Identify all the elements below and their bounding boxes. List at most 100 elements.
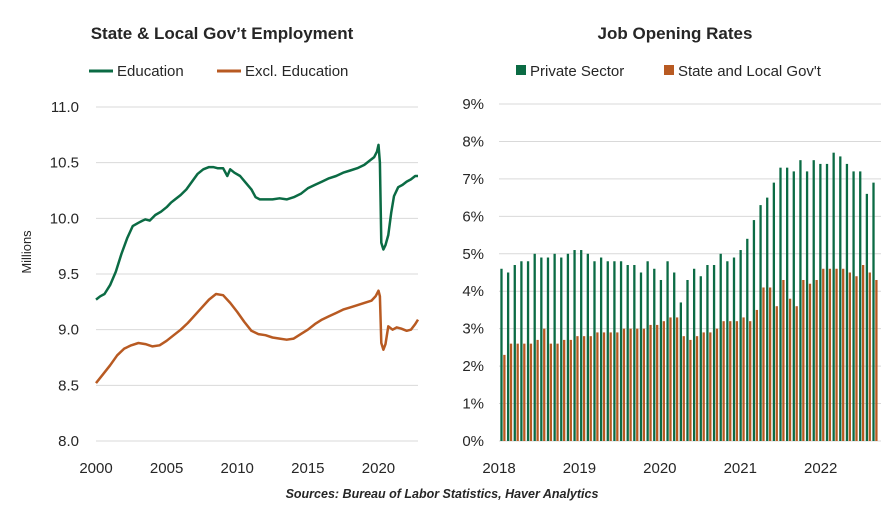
y-tick-label: 10.0 [50, 210, 79, 227]
bar-state-local-gov-dec-2020 [735, 321, 739, 441]
bar-private-sector-jul-2022 [859, 171, 862, 441]
bar-private-sector-jan-2018 [500, 268, 503, 441]
y-tick-label: 8.5 [58, 377, 79, 394]
bar-private-sector-jun-2018 [533, 253, 536, 441]
bar-private-sector-mar-2018 [513, 265, 516, 441]
bar-state-local-gov-sep-2021 [795, 306, 798, 441]
employment-chart: State & Local Gov’t Employment Education… [19, 24, 420, 477]
y-tick-label: 9.5 [58, 266, 79, 283]
job-openings-x-ticks: 2018 2019 2020 2021 2022 [482, 460, 837, 477]
bar-state-local-gov-jun-2021 [775, 306, 778, 441]
bar-private-sector-apr-2019 [599, 257, 603, 441]
employment-legend: Education Excl. Education [89, 63, 348, 80]
bar-state-local-gov-aug-2020 [709, 332, 712, 441]
bar-state-local-gov-jul-2018 [543, 328, 546, 441]
bar-state-local-gov-apr-2019 [602, 332, 606, 441]
bar-private-sector-nov-2020 [726, 261, 729, 441]
bar-private-sector-nov-2018 [566, 253, 570, 441]
y-tick-label: 1% [462, 396, 484, 413]
bar-private-sector-jul-2021 [779, 167, 782, 441]
bar-private-sector-jun-2022 [852, 171, 855, 441]
bar-private-sector-mar-2020 [673, 272, 676, 441]
bar-private-sector-sep-2018 [553, 253, 556, 441]
bar-private-sector-may-2019 [606, 261, 609, 441]
job-openings-chart-title: Job Opening Rates [598, 24, 753, 43]
series-line-excl-education [95, 289, 420, 384]
bar-state-local-gov-jul-2020 [702, 332, 705, 441]
bar-state-local-gov-jan-2022 [822, 268, 825, 441]
bar-state-local-gov-apr-2018 [523, 343, 526, 441]
bar-private-sector-apr-2021 [759, 205, 762, 441]
bar-state-local-gov-oct-2018 [563, 339, 566, 441]
bar-state-local-gov-aug-2022 [868, 272, 871, 441]
bar-private-sector-aug-2021 [786, 167, 789, 441]
y-tick-label: 9.0 [58, 322, 79, 339]
bar-private-sector-apr-2022 [839, 156, 842, 442]
bar-private-sector-aug-2020 [706, 265, 709, 441]
legend-swatch-state-local [664, 65, 674, 75]
employment-y-axis-label: Millions [19, 230, 34, 274]
bar-state-local-gov-apr-2022 [842, 268, 845, 441]
bar-state-local-gov-apr-2020 [682, 336, 685, 441]
series-line-education [95, 143, 418, 301]
y-tick-label: 8.0 [58, 433, 79, 450]
bar-state-local-gov-jul-2021 [782, 279, 785, 441]
bar-state-local-gov-oct-2021 [802, 279, 805, 441]
bar-private-sector-oct-2019 [639, 272, 643, 441]
bar-state-local-gov-dec-2021 [815, 279, 818, 441]
y-tick-label: 3% [462, 321, 484, 338]
bar-state-local-gov-nov-2020 [729, 321, 732, 441]
x-tick-label: 2015 [291, 460, 324, 477]
bar-private-sector-jun-2020 [692, 268, 696, 441]
employment-x-ticks: 2000 2005 2010 2015 2020 [79, 460, 395, 477]
y-tick-label: 4% [462, 283, 484, 300]
job-openings-y-ticks: 0% 1% 2% 3% 4% 5% 6% 7% 8% 9% [462, 96, 484, 450]
bar-state-local-gov-may-2018 [529, 343, 533, 441]
y-tick-label: 5% [462, 246, 484, 263]
bar-state-local-gov-jun-2022 [855, 276, 858, 441]
bar-private-sector-feb-2018 [506, 272, 510, 441]
x-tick-label: 2019 [563, 460, 596, 477]
bar-private-sector-feb-2019 [586, 253, 589, 441]
bar-state-local-gov-sep-2020 [715, 328, 719, 441]
bar-state-local-gov-jun-2018 [536, 339, 539, 441]
legend-label-education: Education [117, 63, 184, 80]
bar-state-local-gov-feb-2018 [509, 343, 513, 441]
bar-private-sector-dec-2018 [573, 250, 576, 441]
bar-private-sector-apr-2020 [679, 302, 682, 441]
bar-private-sector-sep-2021 [792, 171, 795, 441]
bar-private-sector-aug-2018 [546, 257, 550, 441]
bar-private-sector-jul-2018 [540, 257, 543, 441]
bar-state-local-gov-jun-2019 [616, 332, 619, 441]
bar-private-sector-feb-2020 [666, 261, 669, 441]
y-tick-label: 10.5 [50, 155, 79, 172]
legend-label-state-local: State and Local Gov't [678, 63, 822, 80]
bar-state-local-gov-may-2021 [768, 287, 772, 441]
bar-private-sector-feb-2022 [825, 163, 829, 441]
legend-swatch-private-sector [516, 65, 526, 75]
bar-state-local-gov-nov-2021 [808, 283, 812, 441]
bar-private-sector-aug-2022 [865, 193, 869, 441]
source-note: Sources: Bureau of Labor Statistics, Hav… [286, 487, 599, 501]
employment-gridlines [96, 106, 418, 442]
x-tick-label: 2020 [643, 460, 676, 477]
bar-private-sector-dec-2020 [732, 257, 736, 441]
bar-state-local-gov-mar-2022 [835, 268, 838, 441]
bar-state-local-gov-may-2019 [609, 332, 612, 441]
bar-private-sector-may-2018 [526, 261, 530, 441]
bar-state-local-gov-nov-2018 [569, 339, 572, 441]
job-openings-legend: Private Sector State and Local Gov't [516, 63, 822, 80]
x-tick-label: 2021 [724, 460, 757, 477]
bar-private-sector-jul-2019 [619, 261, 623, 441]
bar-state-local-gov-sep-2019 [636, 328, 639, 441]
job-openings-bars [500, 152, 878, 442]
bar-state-local-gov-sep-2022 [875, 279, 878, 441]
bar-state-local-gov-mar-2019 [596, 332, 599, 441]
bar-state-local-gov-mar-2020 [675, 317, 679, 441]
bar-private-sector-oct-2018 [560, 257, 563, 441]
bar-private-sector-jan-2022 [819, 163, 822, 441]
bar-state-local-gov-jan-2021 [742, 317, 745, 441]
bar-private-sector-jan-2021 [739, 250, 742, 441]
bar-state-local-gov-nov-2019 [649, 324, 652, 441]
bar-state-local-gov-aug-2018 [549, 343, 553, 441]
